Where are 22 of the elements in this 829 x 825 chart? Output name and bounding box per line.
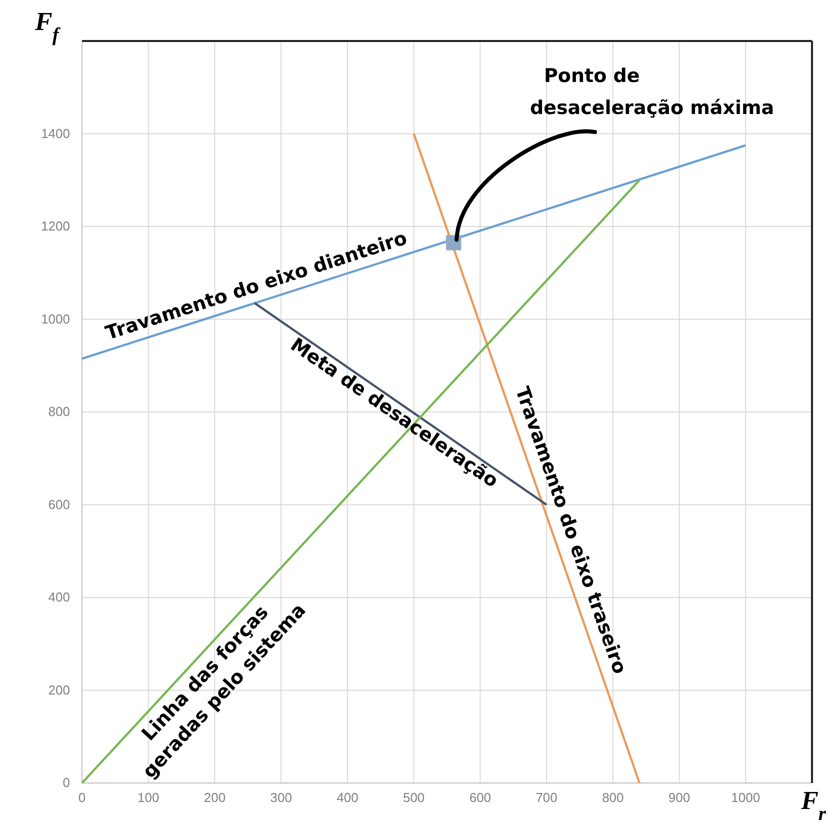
x-tick-label: 700 (536, 790, 558, 806)
x-tick-label: 500 (402, 790, 425, 806)
x-tick-label: 900 (668, 790, 690, 806)
x-tick-label: 400 (336, 790, 358, 806)
x-axis-title: F$_{r}$ (800, 786, 826, 824)
x-tick-label: 200 (204, 790, 226, 806)
y-tick-label: 1000 (41, 311, 70, 326)
y-axis-title: F$_{f}$ (34, 7, 62, 46)
y-tick-label: 1200 (41, 218, 70, 234)
y-tick-label: 800 (48, 404, 70, 420)
x-tick-label: 1000 (731, 790, 760, 806)
annotation: Ponto de desaceleração máxima (530, 65, 774, 119)
y-tick-label: 200 (48, 682, 70, 698)
x-tick-label: 100 (138, 790, 160, 806)
x-tick-label: 0 (78, 790, 86, 806)
y-tick-label: 400 (48, 590, 70, 605)
y-tick-label: 0 (62, 775, 70, 790)
x-tick-label: 300 (270, 790, 292, 806)
x-tick-label: 800 (602, 790, 624, 806)
x-tick-label: 600 (469, 790, 492, 806)
y-tick-label: 1400 (41, 126, 70, 141)
y-tick-label: 600 (48, 496, 70, 512)
